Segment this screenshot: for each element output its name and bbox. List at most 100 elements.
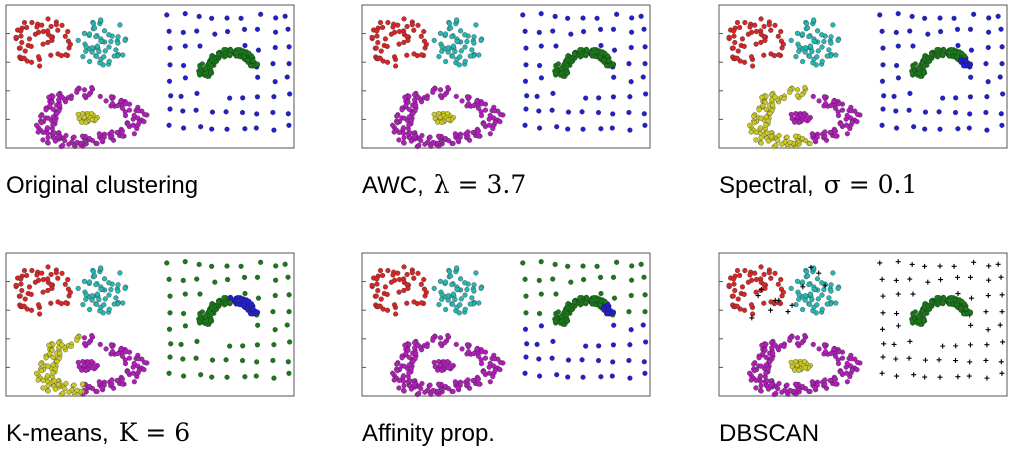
data-point xyxy=(763,341,769,347)
data-point xyxy=(408,386,414,392)
data-point xyxy=(272,44,278,51)
data-point xyxy=(45,383,51,389)
data-point xyxy=(403,103,409,109)
data-point xyxy=(380,272,386,279)
data-point xyxy=(843,370,849,376)
data-point xyxy=(411,382,417,388)
data-point xyxy=(571,299,578,305)
data-point xyxy=(788,285,794,291)
data-point xyxy=(487,131,493,137)
data-point xyxy=(614,11,620,17)
data-point xyxy=(601,305,607,311)
data-point xyxy=(824,53,830,59)
noise-point xyxy=(879,370,885,376)
data-point xyxy=(828,40,834,46)
data-point xyxy=(794,341,801,347)
data-point xyxy=(94,291,100,297)
data-point xyxy=(374,276,380,282)
data-point xyxy=(640,322,646,328)
data-point xyxy=(475,376,481,382)
data-point xyxy=(482,107,489,113)
data-point xyxy=(462,32,468,38)
data-point xyxy=(453,93,459,99)
data-point xyxy=(40,29,46,35)
data-point xyxy=(166,326,173,332)
data-point xyxy=(826,47,832,53)
data-point xyxy=(83,44,89,50)
data-point xyxy=(579,109,585,115)
data-point xyxy=(641,111,647,117)
data-point xyxy=(487,360,493,366)
data-point xyxy=(418,137,424,144)
data-point xyxy=(52,138,58,144)
data-point xyxy=(747,370,753,376)
data-point xyxy=(282,13,288,19)
data-point xyxy=(18,281,24,287)
data-point xyxy=(880,45,886,51)
data-point xyxy=(610,111,616,117)
data-point xyxy=(761,271,767,278)
data-point xyxy=(401,140,407,146)
data-point xyxy=(802,297,808,303)
scatter-plot xyxy=(5,4,295,150)
data-point xyxy=(794,362,800,368)
data-point xyxy=(35,302,42,308)
data-point xyxy=(34,122,40,128)
noise-point xyxy=(995,261,1001,267)
data-point xyxy=(445,293,452,299)
data-point xyxy=(90,21,97,27)
data-point xyxy=(833,381,839,387)
data-point xyxy=(553,291,559,297)
data-point xyxy=(437,93,444,99)
data-point xyxy=(136,119,142,125)
data-point xyxy=(390,122,396,128)
data-point xyxy=(270,109,276,116)
data-point xyxy=(638,13,644,19)
data-point xyxy=(799,340,805,346)
data-point xyxy=(611,74,617,80)
noise-point xyxy=(983,309,989,315)
data-point xyxy=(182,323,188,329)
noise-point xyxy=(880,354,886,360)
data-point xyxy=(142,359,148,366)
data-point xyxy=(538,43,544,49)
data-point xyxy=(925,31,931,37)
data-point xyxy=(435,381,442,387)
data-point xyxy=(396,137,402,143)
data-point xyxy=(628,292,634,299)
data-point xyxy=(223,109,229,115)
data-point xyxy=(240,95,246,101)
data-point xyxy=(478,361,485,367)
data-point xyxy=(415,342,421,348)
data-point xyxy=(75,111,81,117)
panel-kmeans: K-means, K = 6 xyxy=(0,248,300,473)
data-point xyxy=(523,354,529,360)
data-point xyxy=(758,16,764,22)
data-point xyxy=(421,29,427,35)
data-point xyxy=(40,377,46,383)
data-point xyxy=(248,63,254,69)
data-point xyxy=(819,58,825,64)
data-point xyxy=(583,95,589,101)
data-point xyxy=(877,12,883,18)
data-point xyxy=(831,346,837,352)
data-point xyxy=(45,115,51,121)
data-point xyxy=(642,309,648,315)
data-point xyxy=(396,277,402,283)
noise-point xyxy=(952,358,958,364)
data-point xyxy=(75,285,81,291)
data-point xyxy=(946,298,952,304)
data-point xyxy=(221,47,227,53)
data-point xyxy=(763,106,769,112)
data-point xyxy=(437,114,443,120)
data-point xyxy=(437,341,444,347)
data-point xyxy=(225,277,231,283)
data-point xyxy=(103,346,109,352)
noise-point xyxy=(971,259,977,265)
data-point xyxy=(193,355,199,361)
data-point xyxy=(130,370,136,376)
data-point xyxy=(520,260,526,266)
data-point xyxy=(57,350,63,356)
noise-point xyxy=(936,357,942,363)
data-point xyxy=(442,31,449,37)
